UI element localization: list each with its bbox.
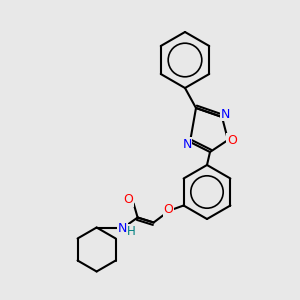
- Text: O: O: [124, 193, 134, 206]
- Text: O: O: [227, 134, 237, 146]
- Text: N: N: [182, 137, 192, 151]
- Text: H: H: [127, 225, 136, 238]
- Text: O: O: [164, 203, 174, 216]
- Text: N: N: [220, 107, 230, 121]
- Text: N: N: [118, 222, 127, 235]
